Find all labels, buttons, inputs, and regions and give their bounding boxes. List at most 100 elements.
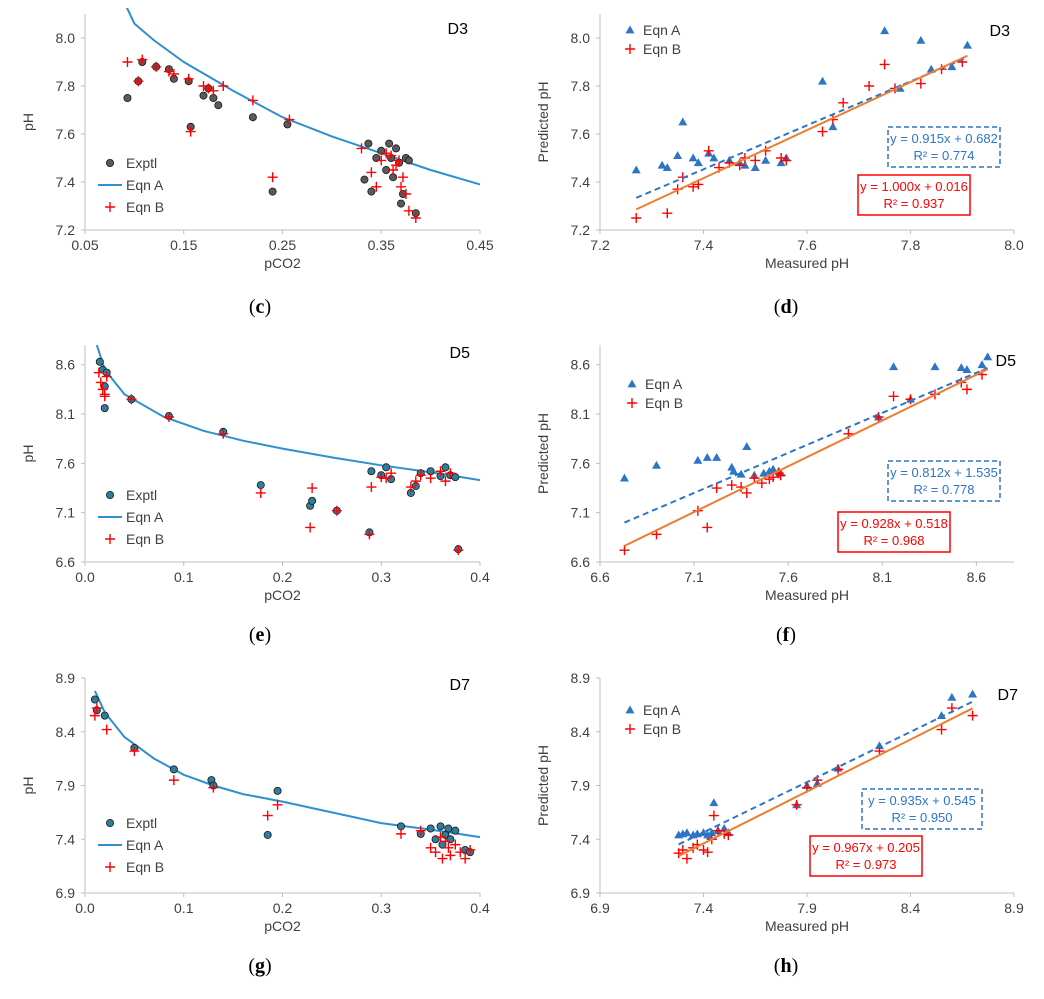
plot-area <box>122 8 481 223</box>
exptl-point <box>392 144 401 153</box>
eqn-a-point <box>702 452 712 461</box>
eqn-b-fit-line <box>635 54 968 211</box>
eqn-b-point <box>460 853 471 864</box>
eqn-a-fit-box-frame <box>861 788 983 830</box>
panel-title: D5 <box>996 353 1017 370</box>
y-tick-label: 7.2 <box>571 222 591 238</box>
eqn-a-curve <box>93 690 481 839</box>
eqn-b-point <box>397 172 408 183</box>
eqn-b-point <box>307 483 318 494</box>
y-tick-label: 7.6 <box>571 126 591 142</box>
eqn-a-point <box>764 466 774 475</box>
eqn-b-point <box>410 213 421 223</box>
eqn-b-point <box>698 845 709 855</box>
eqn-b-point <box>435 832 446 843</box>
eqn-b-point <box>203 83 214 94</box>
x-tick-label: 7.9 <box>797 900 817 916</box>
eqn-b-point <box>440 476 451 487</box>
x-tick-label: 0.2 <box>273 569 293 585</box>
x-tick-label: 0.45 <box>466 237 493 253</box>
eqn-b-point <box>440 836 451 847</box>
legend-eqn-b-marker <box>625 724 635 734</box>
eqn-a-point <box>631 165 641 174</box>
eqn-b-fit-box-frame <box>809 835 923 877</box>
eqn-a-point <box>977 360 987 369</box>
legend-eqn-b-label: Eqn B <box>645 395 683 411</box>
plot-area <box>631 26 972 223</box>
y-tick-label: 8.4 <box>571 724 591 740</box>
eqn-b-point <box>453 545 464 556</box>
eqn-b-point <box>702 847 713 858</box>
panel-caption: (f) <box>776 624 796 646</box>
eqn-b-point <box>776 153 787 163</box>
eqn-b-point <box>198 81 209 91</box>
legend-eqn-a-label: Eqn A <box>643 22 681 38</box>
eqn-b-point <box>465 845 476 855</box>
legend-eqn-a-marker <box>625 25 635 34</box>
eqn-b-fit-box: y = 1.000x + 0.016 R² = 0.937 <box>857 174 971 216</box>
eqn-b-point <box>137 54 148 65</box>
legend-exptl-label: Exptl <box>126 815 157 831</box>
eqn-b-point <box>403 205 414 216</box>
eqn-a-fit-box: y = 0.812x + 1.535 R² = 0.778 <box>887 460 1001 502</box>
eqn-b-point <box>455 847 466 858</box>
eqn-a-point <box>682 828 692 837</box>
exptl-point <box>426 824 435 833</box>
y-axis-label: pH <box>20 445 36 463</box>
panel-h: 6.9 7.4 7.9 8.4 8.9 6.9 7.4 7.9 8.4 8.9 Measured p… <box>535 670 1024 977</box>
eqn-b-point <box>703 145 714 156</box>
y-tick-label: 7.4 <box>56 831 76 847</box>
plot-area <box>673 689 978 864</box>
exptl-point <box>451 826 460 835</box>
exptl-point <box>404 156 413 165</box>
eqn-a-fit-line <box>678 700 974 846</box>
eqn-b-point <box>445 850 456 861</box>
eqn-b-point <box>410 476 421 487</box>
panel-caption: (g) <box>248 955 271 977</box>
eqn-b-fit-line <box>678 707 974 857</box>
eqn-a-point <box>693 158 703 167</box>
x-tick-label: 8.6 <box>967 569 987 585</box>
panel-caption: (d) <box>774 296 798 318</box>
y-tick-label: 7.1 <box>571 505 591 521</box>
eqn-b-point <box>364 529 375 540</box>
legend-exptl-label: Exptl <box>126 487 157 503</box>
eqn-b-point <box>366 167 377 178</box>
y-axis-label: Predicted pH <box>535 745 551 826</box>
panel-g: 0.0 0.1 0.2 0.3 0.4 6.9 7.4 7.9 8.4 8.9 pCO2 pH D7 Ex… <box>20 670 490 977</box>
x-tick-label: 7.4 <box>694 900 714 916</box>
eqn-b-point <box>381 473 392 484</box>
panel-d: 7.2 7.4 7.6 7.8 8.0 7.2 7.4 7.6 7.8 8.0 Measured p… <box>535 14 1024 318</box>
eqn-a-point <box>962 40 972 49</box>
eqn-b-point <box>437 853 448 864</box>
x-axis-label: pCO2 <box>264 918 301 934</box>
x-tick-label: 0.1 <box>174 900 194 916</box>
eqn-a-fit-box-frame <box>887 126 1001 168</box>
legend-exptl-marker <box>106 158 115 167</box>
eqn-b-point <box>750 155 761 166</box>
eqn-a-point <box>818 76 828 85</box>
eqn-b-fit-box-equation: y = 1.000x + 0.016 <box>860 179 968 194</box>
exptl-point <box>396 199 405 208</box>
x-tick-label: 8.0 <box>1004 237 1024 253</box>
eqn-a-point <box>736 469 746 478</box>
eqn-a-point <box>693 455 703 464</box>
legend-eqn-a-label: Eqn A <box>126 837 164 853</box>
eqn-b-point <box>396 828 406 839</box>
legend-eqn-b-marker <box>105 862 115 872</box>
eqn-b-fit-box-r2: R² = 0.968 <box>863 533 924 548</box>
legend-eqn-a-marker <box>627 379 637 388</box>
eqn-b-point <box>91 703 102 714</box>
exptl-point <box>123 94 132 103</box>
legend: Eqn A Eqn B <box>627 376 683 411</box>
eqn-b-fit-line <box>624 368 989 547</box>
plot-area <box>93 344 481 556</box>
legend: Exptl Eqn A Eqn B <box>98 815 164 875</box>
exptl-point <box>100 404 109 413</box>
plot-area <box>619 352 993 556</box>
eqn-b-point <box>255 487 266 498</box>
y-tick-label: 8.1 <box>56 406 76 422</box>
eqn-b-fit-box-equation: y = 0.967x + 0.205 <box>812 840 920 855</box>
eqn-b-fit-box-equation: y = 0.928x + 0.518 <box>840 516 948 531</box>
y-tick-label: 7.1 <box>56 505 76 521</box>
